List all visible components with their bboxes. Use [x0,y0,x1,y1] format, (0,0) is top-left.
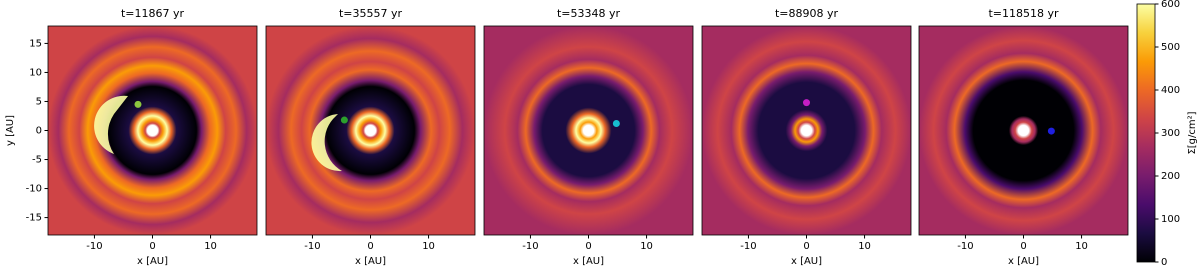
density-map [919,26,1128,235]
colorbar-tick-label: 200 [1161,171,1180,182]
x-axis-label: x [AU] [573,256,604,267]
y-tick-label: 5 [36,96,42,107]
density-map [266,26,475,235]
x-tick-label: -10 [86,241,102,252]
x-tick-label: 0 [367,241,373,252]
colorbar-tick-label: 0 [1161,257,1167,268]
y-tick-label: -15 [26,213,42,224]
planet-point [612,120,620,128]
y-tick-label: 0 [36,126,42,137]
x-axis-label: x [AU] [791,256,822,267]
panel-title: t=118518 yr [988,7,1059,20]
colorbar-tick-label: 300 [1161,128,1180,139]
crescent [94,95,128,154]
colorbar-tick-label: 100 [1161,214,1180,225]
density-map [702,26,911,235]
x-tick-label: 10 [204,241,217,252]
x-tick-label: 10 [1075,241,1088,252]
panel-title: t=11867 yr [121,7,185,20]
x-tick-label: 10 [640,241,653,252]
x-tick-label: 0 [1020,241,1026,252]
colorbar-tick-label: 600 [1161,0,1180,10]
x-tick-label: -10 [740,241,756,252]
y-axis-label: y [AU] [5,115,16,146]
panel-title: t=35557 yr [339,7,403,20]
colorbar-label: Σ[g/cm²] [1187,111,1198,154]
x-tick-label: 10 [858,241,871,252]
x-tick-label: -10 [957,241,973,252]
x-tick-label: -10 [522,241,538,252]
density-map [484,26,693,235]
x-tick-label: -10 [304,241,320,252]
planet-point [340,116,348,124]
x-tick-label: 10 [422,241,435,252]
panel-title: t=53348 yr [557,7,621,20]
x-axis-label: x [AU] [355,256,386,267]
colorbar-tick-label: 500 [1161,42,1180,53]
y-tick-label: -5 [32,155,42,166]
y-tick-label: 15 [29,38,42,49]
planet-point [134,100,142,108]
crescent [311,114,342,172]
x-axis-label: x [AU] [137,256,168,267]
planet-point [803,99,810,107]
x-axis-label: x [AU] [1008,256,1039,267]
y-tick-label: -10 [26,184,42,195]
colorbar [1136,3,1156,263]
x-tick-label: 0 [803,241,809,252]
planet-point [1047,127,1055,135]
density-map [48,26,257,235]
colorbar-tick-label: 400 [1161,85,1180,96]
x-tick-label: 0 [585,241,591,252]
x-tick-label: 0 [149,241,155,252]
panel-title: t=88908 yr [775,7,839,20]
y-tick-label: 10 [29,67,42,78]
